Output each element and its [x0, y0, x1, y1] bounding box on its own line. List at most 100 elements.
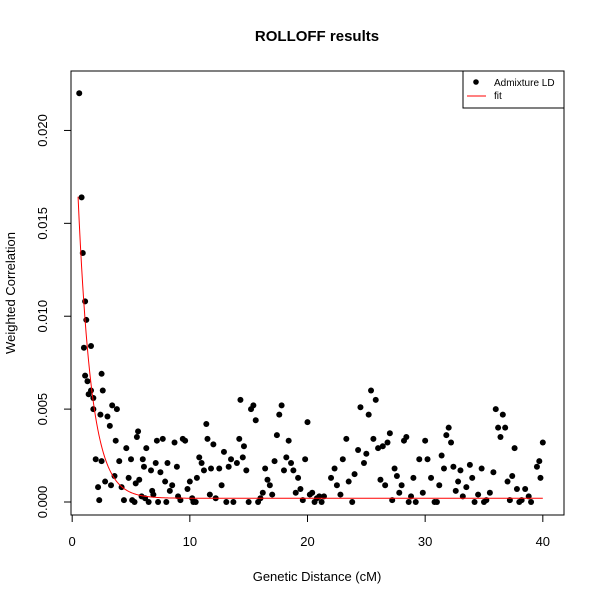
y-tick-label: 0.015 — [35, 207, 50, 240]
data-point — [384, 439, 391, 446]
legend-point-icon — [473, 79, 479, 85]
x-tick-label: 0 — [69, 534, 76, 549]
data-point — [333, 482, 340, 489]
data-point — [471, 498, 478, 505]
data-point — [148, 467, 155, 474]
fit-line — [77, 196, 543, 499]
data-point — [98, 458, 105, 465]
data-point — [143, 445, 150, 452]
data-point — [457, 467, 464, 474]
data-point — [131, 498, 138, 505]
data-point — [386, 430, 393, 437]
data-point — [98, 370, 105, 377]
data-point — [88, 387, 95, 394]
data-point — [283, 454, 290, 461]
data-point — [372, 396, 379, 403]
data-point — [513, 485, 520, 492]
legend-label-fit: fit — [494, 91, 502, 102]
data-point — [497, 433, 504, 440]
data-point — [339, 456, 346, 463]
data-point — [522, 485, 529, 492]
data-point — [443, 432, 450, 439]
data-point — [424, 456, 431, 463]
data-point — [295, 474, 302, 481]
data-point — [208, 465, 215, 472]
data-point — [419, 489, 426, 496]
data-point — [469, 474, 476, 481]
data-point — [288, 459, 295, 466]
data-point — [162, 478, 169, 485]
y-tick-label: 0.005 — [35, 393, 50, 426]
data-point — [511, 445, 518, 452]
data-point — [233, 459, 240, 466]
data-point — [280, 467, 287, 474]
data-point — [450, 463, 457, 470]
data-point — [182, 437, 189, 444]
x-tick-label: 40 — [536, 534, 550, 549]
y-tick-label: 0.020 — [35, 114, 50, 147]
data-point — [237, 396, 244, 403]
data-point — [116, 458, 123, 465]
data-point — [304, 419, 311, 426]
data-point — [83, 316, 90, 323]
data-point — [216, 465, 223, 472]
x-axis-label: Genetic Distance (cM) — [253, 569, 382, 584]
data-point — [438, 452, 445, 459]
data-point — [528, 498, 535, 505]
data-point — [206, 491, 213, 498]
data-point — [405, 498, 412, 505]
data-point — [343, 435, 350, 442]
data-point — [396, 489, 403, 496]
x-tick-label: 30 — [418, 534, 432, 549]
x-tick-label: 20 — [300, 534, 314, 549]
data-point — [382, 482, 389, 489]
data-point — [539, 439, 546, 446]
data-point — [345, 478, 352, 485]
data-point — [228, 456, 235, 463]
data-point — [475, 491, 482, 498]
data-point — [204, 435, 211, 442]
data-point — [445, 424, 452, 431]
data-point — [166, 487, 173, 494]
data-point — [309, 489, 316, 496]
data-point — [243, 467, 250, 474]
data-point — [128, 456, 135, 463]
x-tick-label: 10 — [183, 534, 197, 549]
data-point — [416, 456, 423, 463]
data-point — [157, 469, 164, 476]
data-point — [297, 485, 304, 492]
scatter-points — [76, 90, 546, 505]
data-point — [292, 489, 299, 496]
data-point — [499, 411, 506, 418]
data-point — [82, 372, 89, 379]
data-point — [133, 433, 140, 440]
data-point — [200, 467, 207, 474]
data-point — [440, 465, 447, 472]
data-point — [96, 497, 103, 504]
data-point — [152, 459, 159, 466]
data-point — [120, 497, 127, 504]
data-point — [97, 411, 104, 418]
data-point — [164, 459, 171, 466]
data-point — [193, 474, 200, 481]
data-point — [436, 482, 443, 489]
data-point — [273, 432, 280, 439]
data-point — [271, 458, 278, 465]
data-point — [78, 194, 85, 201]
data-point — [391, 465, 398, 472]
data-point — [135, 428, 142, 435]
data-point — [302, 456, 309, 463]
data-point — [203, 420, 210, 427]
data-point — [186, 478, 193, 485]
data-point — [108, 482, 115, 489]
data-point — [276, 411, 283, 418]
data-point — [351, 471, 358, 478]
data-point — [80, 344, 87, 351]
data-point — [357, 404, 364, 411]
data-point — [239, 454, 246, 461]
data-point — [379, 443, 386, 450]
data-point — [123, 445, 130, 452]
data-point — [90, 394, 97, 401]
data-point — [410, 474, 417, 481]
data-point — [109, 402, 116, 409]
